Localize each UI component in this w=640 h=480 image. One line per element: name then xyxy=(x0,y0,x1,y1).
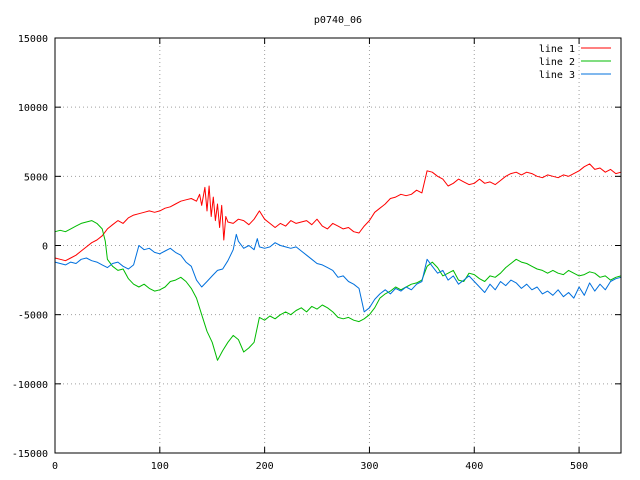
x-tick-label: 0 xyxy=(52,461,58,472)
x-tick-label: 300 xyxy=(360,461,378,472)
x-tick-label: 400 xyxy=(465,461,483,472)
legend: line 1 line 2 line 3 xyxy=(539,44,611,81)
legend-label-3: line 3 xyxy=(539,70,575,81)
y-tick-label: -5000 xyxy=(18,311,48,322)
legend-label-2: line 2 xyxy=(539,57,575,68)
x-tick-label: 200 xyxy=(256,461,274,472)
y-tick-label: -15000 xyxy=(12,449,48,460)
series-line-2 xyxy=(54,220,622,361)
grid xyxy=(55,38,621,453)
y-tick-label: -10000 xyxy=(12,380,48,391)
y-tick-label: 15000 xyxy=(18,34,48,45)
x-tick-label: 100 xyxy=(151,461,169,472)
chart-title: p0740_06 xyxy=(314,15,362,26)
legend-label-1: line 1 xyxy=(539,44,575,55)
series-line-3 xyxy=(54,233,622,313)
series-line-1 xyxy=(54,163,622,262)
y-tick-label: 0 xyxy=(42,242,48,253)
x-tick-label: 500 xyxy=(570,461,588,472)
series-lines xyxy=(54,163,622,361)
axis-ticks: -15000 -10000 -5000 0 5000 10000 15000 0 100 200 3… xyxy=(12,34,621,472)
y-tick-label: 5000 xyxy=(24,172,48,183)
y-tick-label: 10000 xyxy=(18,103,48,114)
